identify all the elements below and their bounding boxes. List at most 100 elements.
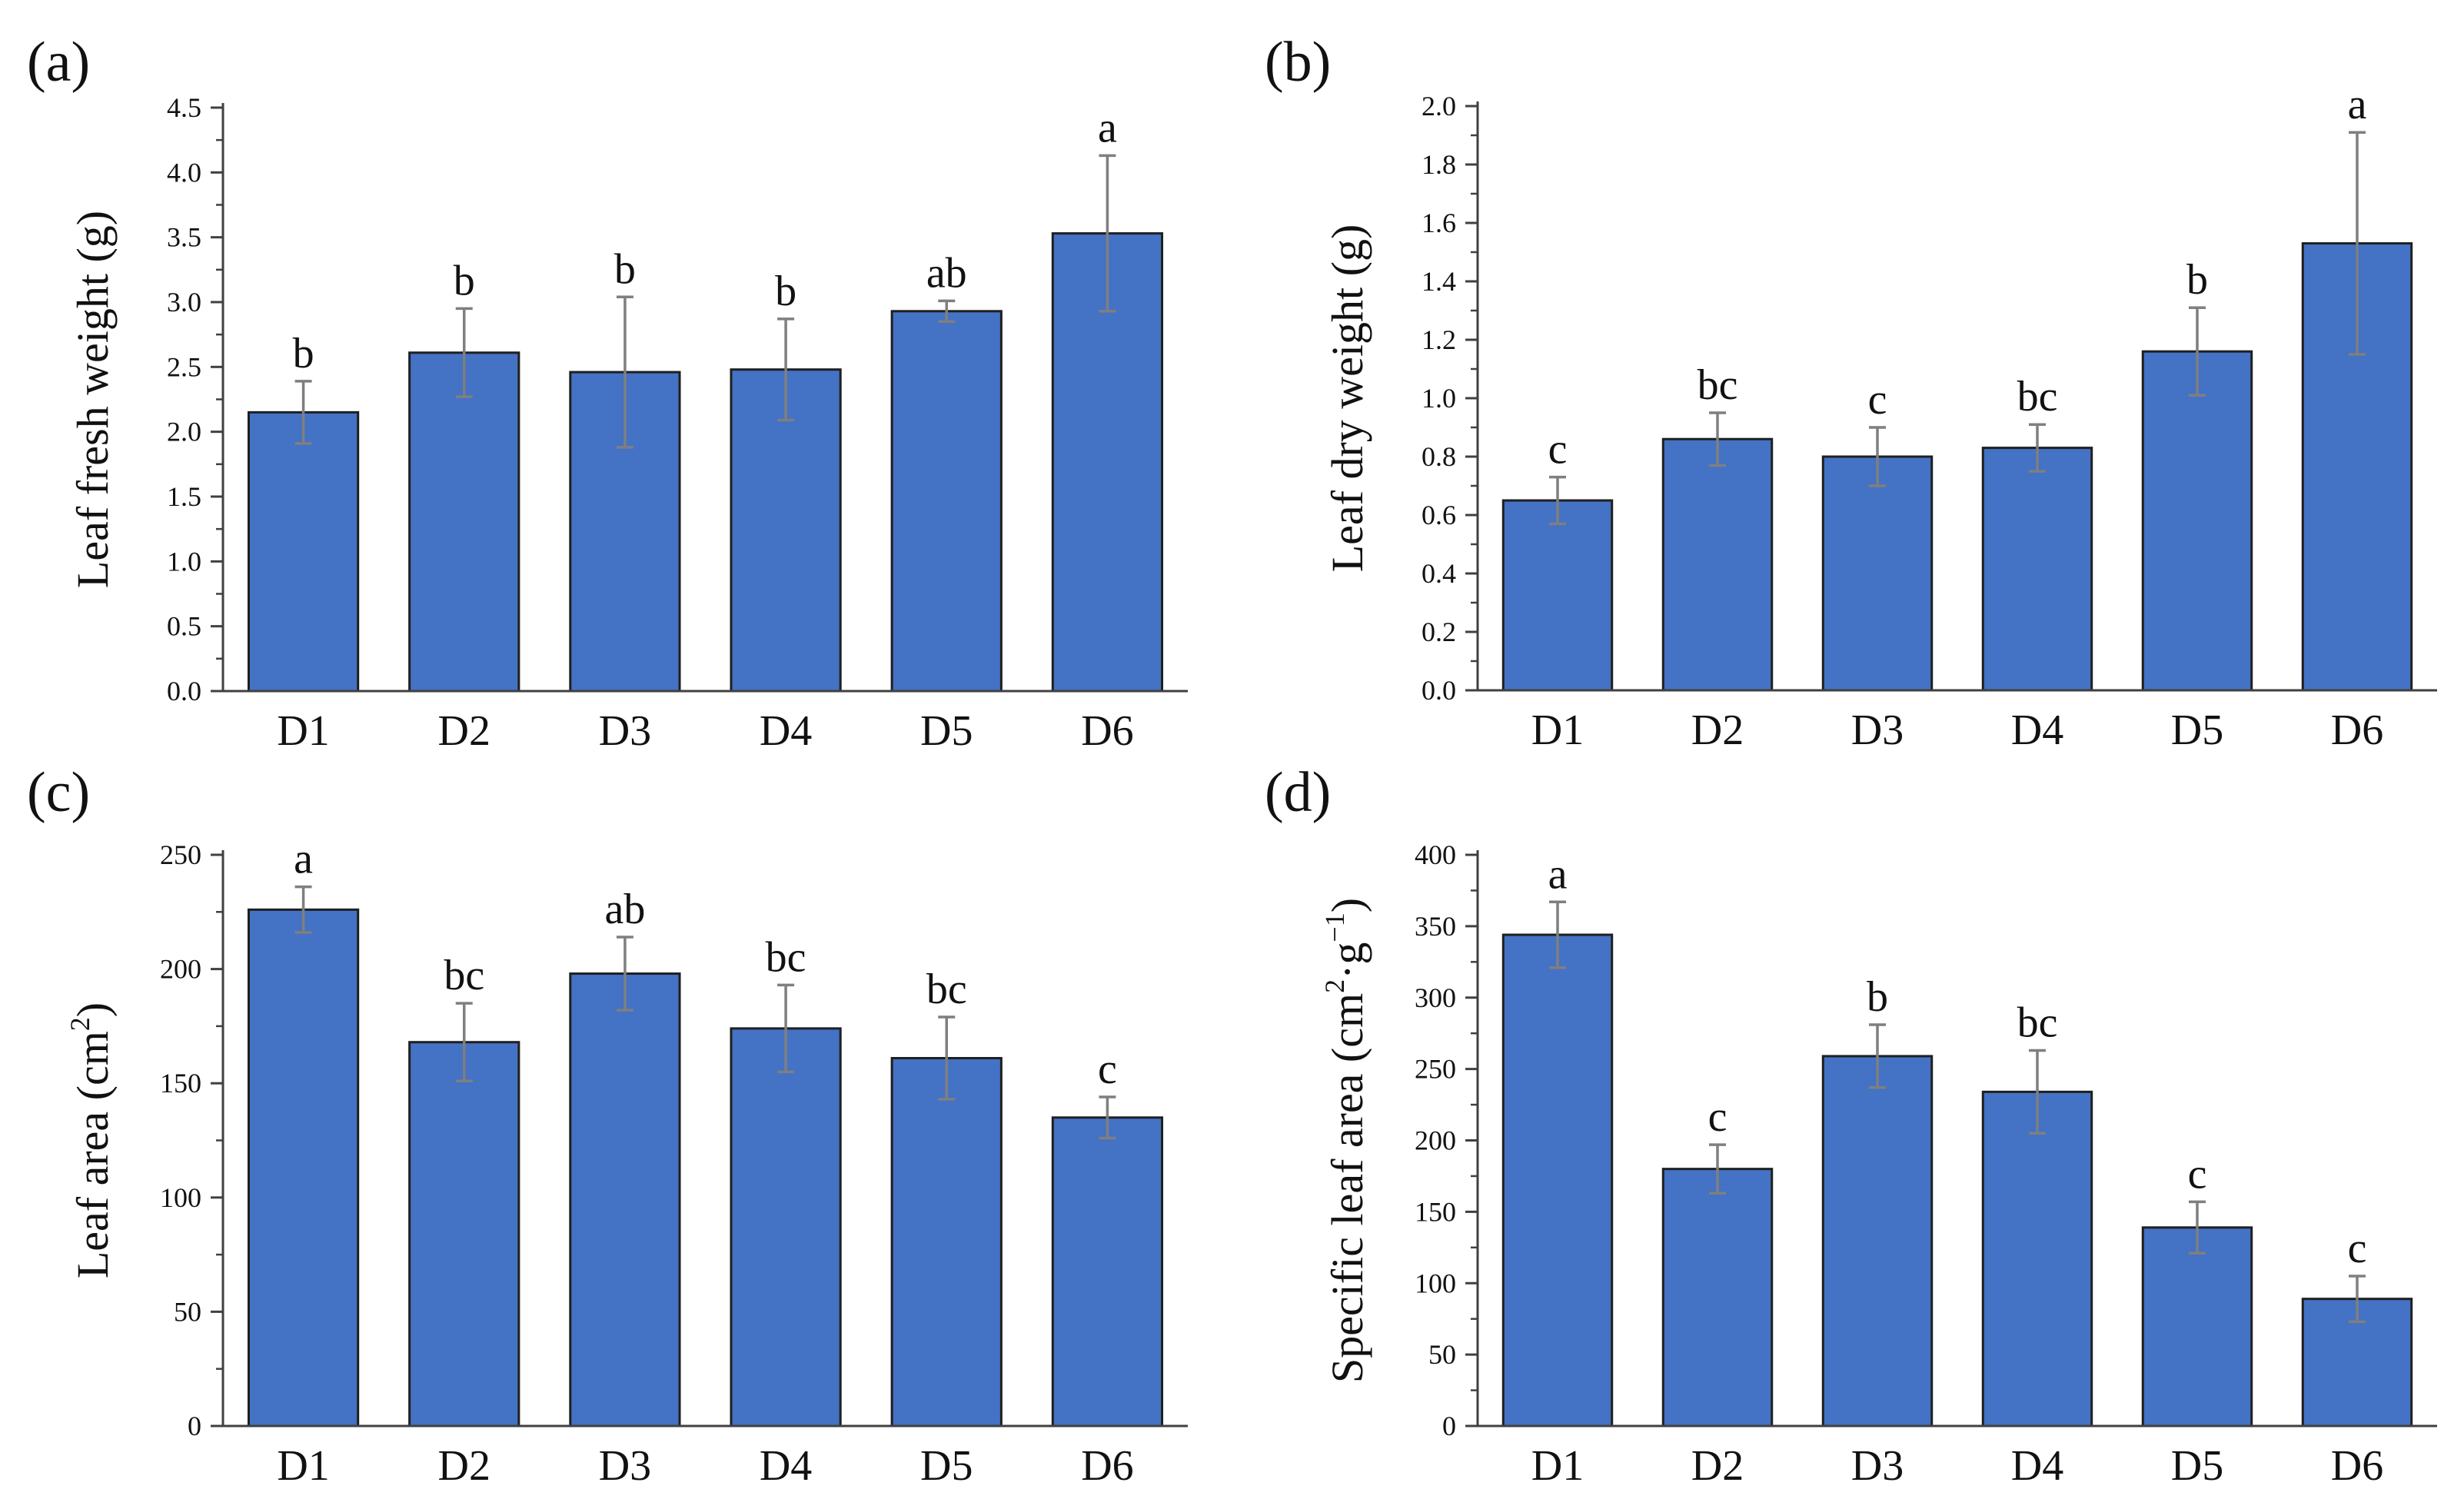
error-bar-d1 — [294, 380, 312, 445]
significance-label: b — [775, 268, 796, 315]
significance-label: bc — [2017, 999, 2058, 1046]
bar-d6 — [1051, 1116, 1164, 1428]
x-tick-label: D1 — [277, 707, 329, 755]
error-bar-d1 — [294, 885, 312, 934]
bar-d1 — [247, 908, 360, 1428]
bar-d3 — [1821, 1055, 1934, 1428]
error-bar-d6 — [2349, 131, 2366, 356]
x-tick-label: D6 — [2331, 706, 2383, 754]
error-bar-d2 — [1709, 411, 1726, 467]
y-tick-label: 150 — [1415, 1196, 1456, 1227]
error-bar-d4 — [777, 983, 795, 1074]
significance-label: b — [293, 330, 314, 377]
panel-label: (c) — [27, 761, 90, 824]
y-tick-label: 2.0 — [1422, 91, 1456, 121]
error-bar-d4 — [2029, 423, 2046, 473]
significance-label: b — [614, 245, 636, 293]
x-tick-label: D6 — [1081, 1442, 1133, 1490]
x-tick-label: D2 — [1691, 706, 1744, 754]
y-tick-label: 100 — [160, 1182, 201, 1213]
x-tick-label: D3 — [599, 1442, 651, 1490]
bar-d4 — [730, 368, 842, 693]
y-tick-label: 50 — [174, 1296, 201, 1327]
y-tick-label: 1.5 — [167, 481, 201, 512]
bar-d4 — [1981, 447, 2093, 692]
y-tick-label: 2.5 — [167, 351, 201, 382]
bar-d3 — [1821, 455, 1934, 692]
significance-label: c — [1708, 1093, 1727, 1141]
y-tick-label: 0.6 — [1422, 500, 1456, 530]
bar-d3 — [569, 972, 681, 1428]
error-bar-d1 — [1549, 475, 1566, 526]
x-tick-label: D3 — [1851, 1442, 1904, 1490]
y-axis-label: Specific leaf area (cm2·g−1) — [1319, 898, 1372, 1383]
bar-d2 — [1661, 437, 1774, 692]
x-tick-label: D2 — [438, 707, 490, 755]
y-tick-label: 2.0 — [167, 417, 201, 447]
x-tick-label: D6 — [2331, 1442, 2383, 1490]
y-tick-label: 0.0 — [167, 676, 201, 706]
significance-label: c — [2348, 1225, 2367, 1272]
y-axis-label-text: Leaf fresh weight (g) — [68, 211, 118, 588]
bar-d2 — [1661, 1168, 1774, 1428]
y-tick-label: 200 — [1415, 1125, 1456, 1156]
x-tick-label: D4 — [760, 707, 812, 755]
y-tick-label: 100 — [1415, 1268, 1456, 1298]
error-bar-d3 — [616, 295, 633, 449]
x-tick-label: D1 — [1531, 706, 1584, 754]
y-axis-label-superscript: 2 — [65, 1017, 95, 1031]
y-axis-label: Leaf fresh weight (g) — [68, 211, 118, 588]
y-axis-label-superscript: 2 — [1319, 979, 1350, 993]
chart-panel-3: (c) a bc ab bc bc c 0 50 100 150 200 250 D1 D2 D3 D4 D5 D6… — [27, 761, 1188, 1490]
bar-d5 — [2141, 1226, 2253, 1428]
y-tick-label: 150 — [160, 1068, 201, 1098]
y-tick-label: 0.5 — [167, 611, 201, 642]
y-tick-label: 4.5 — [167, 92, 201, 123]
error-bar-d2 — [455, 1002, 473, 1082]
y-tick-label: 0.0 — [1422, 675, 1456, 706]
y-tick-label: 1.2 — [1422, 324, 1456, 355]
x-tick-label: D3 — [599, 707, 651, 755]
significance-label: b — [1867, 973, 1888, 1021]
x-tick-label: D6 — [1081, 707, 1133, 755]
error-bar-d5 — [938, 1015, 956, 1101]
y-tick-label: 50 — [1428, 1339, 1456, 1370]
bar-d5 — [890, 1057, 1003, 1428]
y-tick-label: 3.0 — [167, 287, 201, 317]
panel-label: (d) — [1265, 761, 1331, 824]
y-tick-label: 1.0 — [167, 546, 201, 577]
error-bar-d2 — [1709, 1143, 1726, 1195]
bar-d1 — [1501, 933, 1614, 1428]
chart-panel-1: (a) b b b b ab a 0.0 0.5 1.0 1.5 2.0 2.5 3.0 3.5 4.0 4.5… — [27, 31, 1188, 755]
y-tick-label: 0 — [1442, 1411, 1456, 1441]
bar-d2 — [408, 1041, 520, 1428]
y-tick-label: 250 — [1415, 1054, 1456, 1085]
y-tick-label: 3.5 — [167, 222, 201, 253]
error-bar-d1 — [1549, 900, 1566, 969]
y-axis-label-text: Leaf dry weight (g) — [1322, 224, 1372, 573]
error-bar-d5 — [938, 299, 956, 324]
x-tick-label: D5 — [2171, 1442, 2223, 1490]
significance-label: bc — [1698, 361, 1738, 409]
x-tick-label: D5 — [2171, 706, 2223, 754]
y-axis-label-superscript: −1 — [1319, 912, 1350, 942]
bar-d4 — [730, 1027, 842, 1428]
x-tick-label: D3 — [1851, 706, 1904, 754]
x-tick-label: D1 — [277, 1442, 329, 1490]
error-bar-d4 — [2029, 1049, 2046, 1135]
error-bar-d4 — [777, 317, 795, 422]
significance-label: bc — [2017, 373, 2058, 420]
y-axis-label-text: Specific leaf area (cm — [1322, 993, 1372, 1383]
bar-d5 — [890, 310, 1003, 693]
error-bar-d3 — [1869, 426, 1886, 487]
y-tick-label: 1.0 — [1422, 383, 1456, 414]
significance-label: a — [1098, 104, 1117, 151]
x-tick-label: D5 — [920, 1442, 973, 1490]
error-bar-d2 — [455, 307, 473, 398]
y-tick-label: 400 — [1415, 839, 1456, 870]
error-bar-d5 — [2189, 306, 2206, 397]
error-bar-d6 — [2349, 1275, 2366, 1324]
y-tick-label: 1.8 — [1422, 149, 1456, 180]
significance-label: bc — [766, 933, 806, 981]
